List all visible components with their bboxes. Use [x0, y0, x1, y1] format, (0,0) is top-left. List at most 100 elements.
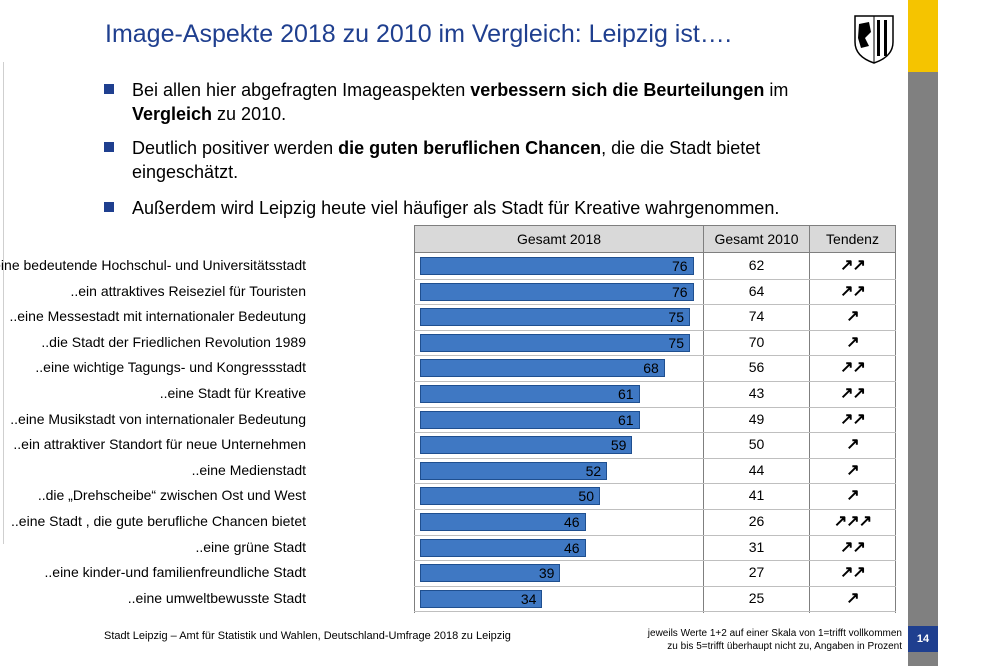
table-row: ..eine bedeutende Hochschul- und Univers… — [0, 254, 900, 279]
bar-value-label: 61 — [618, 411, 634, 428]
column-header-gesamt-2010: Gesamt 2010 — [703, 225, 810, 253]
trend-arrow-icon: ↗↗↗ — [833, 513, 872, 530]
table-row: ..eine Musikstadt von internationaler Be… — [0, 408, 900, 433]
category-label: ..eine wichtige Tagungs- und Kongresssta… — [35, 359, 306, 376]
row-divider — [414, 406, 896, 408]
bar-2018 — [420, 385, 640, 403]
row-divider — [414, 560, 896, 562]
bar-2018 — [420, 308, 690, 327]
category-label: ..eine Stadt , die gute berufliche Chanc… — [11, 513, 306, 529]
bar-value-label: 46 — [564, 514, 580, 530]
row-divider — [414, 534, 896, 536]
value-2010: 43 — [748, 385, 765, 401]
category-label: ..ein attraktiver Standort für neue Unte… — [13, 436, 306, 453]
bar-2018 — [420, 589, 543, 608]
bullet-3: Außerdem wird Leipzig heute viel häufige… — [104, 196, 824, 220]
category-label: ..eine Musikstadt von internationaler Be… — [10, 410, 306, 427]
row-divider — [414, 509, 896, 510]
category-label: ..eine Stadt für Kreative — [159, 385, 306, 401]
bar-value-label: 59 — [610, 437, 627, 454]
row-divider — [414, 381, 896, 382]
bar-2018 — [420, 359, 665, 378]
column-header-gesamt-2018: Gesamt 2018 — [414, 225, 704, 253]
left-divider-line — [3, 62, 4, 544]
value-2010: 26 — [748, 513, 765, 529]
bar-value-label: 52 — [585, 462, 602, 479]
row-divider — [414, 457, 896, 459]
bullet-square-icon — [104, 202, 114, 212]
value-2010: 62 — [748, 257, 765, 273]
bar-2018 — [420, 282, 694, 301]
bar-value-label: 75 — [668, 309, 684, 326]
bar-value-label: 39 — [538, 565, 555, 582]
table-row: ..eine umweltbewusste Stadt 34 25 ↗ — [0, 587, 900, 612]
bar-value-label: 61 — [618, 386, 634, 402]
table-row: ..die „Drehscheibe“ zwischen Ost und Wes… — [0, 484, 900, 509]
bar-2018 — [420, 333, 690, 352]
bar-value-label: 76 — [672, 283, 688, 300]
category-label: ..ein attraktives Reiseziel für Touriste… — [70, 282, 306, 299]
column-header-tendenz: Tendenz — [809, 225, 896, 253]
value-2010: 64 — [748, 282, 765, 299]
value-2010: 74 — [748, 308, 765, 325]
table-row: ..eine wichtige Tagungs- und Kongresssta… — [0, 356, 900, 381]
table-row: ..eine Stadt für Kreative 61 43 ↗↗ — [0, 382, 900, 407]
bar-value-label: 46 — [564, 539, 580, 556]
footer-note: jeweils Werte 1+2 auf einer Skala von 1=… — [560, 627, 902, 653]
bar-2018 — [420, 513, 586, 531]
bar-2018 — [420, 461, 608, 480]
accent-bar-gray — [908, 72, 938, 666]
bullet-3-text: Außerdem wird Leipzig heute viel häufige… — [132, 198, 780, 218]
category-label: ..die „Drehscheibe“ zwischen Ost und Wes… — [37, 487, 306, 504]
footer-note-line-1: jeweils Werte 1+2 auf einer Skala von 1=… — [647, 628, 902, 639]
row-divider — [414, 585, 896, 587]
page-title: Image-Aspekte 2018 zu 2010 im Vergleich:… — [105, 20, 732, 48]
bullet-square-icon — [104, 84, 114, 94]
table-row: ..eine grüne Stadt 46 31 ↗↗ — [0, 536, 900, 561]
bullet-2-text: Deutlich positiver werden die guten beru… — [132, 138, 761, 182]
value-2010: 27 — [748, 564, 765, 581]
category-label: ..eine Medienstadt — [191, 461, 306, 478]
bar-2018 — [420, 564, 561, 583]
bar-2018 — [420, 538, 586, 557]
footer-source: Stadt Leipzig – Amt für Statistik und Wa… — [104, 630, 511, 642]
value-2010: 25 — [748, 589, 765, 606]
bar-value-label: 34 — [520, 590, 537, 607]
trend-arrow-icon: ↗ — [846, 436, 859, 454]
row-divider — [414, 483, 896, 485]
leipzig-coat-of-arms-icon — [854, 15, 894, 64]
table-row: ..ein attraktiver Standort für neue Unte… — [0, 433, 900, 458]
row-divider — [414, 432, 896, 434]
page-number: 14 — [908, 626, 938, 652]
value-2010: 31 — [748, 538, 765, 555]
bar-2018 — [420, 257, 694, 275]
category-label: ..eine bedeutende Hochschul- und Univers… — [0, 257, 306, 273]
trend-arrow-icon: ↗ — [846, 461, 859, 479]
bar-2018 — [420, 487, 600, 506]
row-divider — [414, 611, 896, 613]
table-row: ..eine Messestadt mit internationaler Be… — [0, 305, 900, 330]
bullet-1: Bei allen hier abgefragten Imageaspekten… — [104, 78, 824, 126]
footer-note-line-2: zu bis 5=trifft überhaupt nicht zu, Anga… — [667, 641, 902, 652]
row-divider — [414, 329, 896, 331]
bar-value-label: 76 — [672, 258, 688, 274]
table-row: ..ein attraktives Reiseziel für Touriste… — [0, 280, 900, 305]
category-label: ..eine kinder-und familienfreundliche St… — [44, 564, 307, 581]
trend-arrow-icon: ↗ — [846, 308, 859, 326]
category-label: ..eine Messestadt mit internationaler Be… — [9, 308, 306, 325]
bar-value-label: 50 — [578, 488, 594, 505]
value-2010: 70 — [748, 333, 765, 350]
accent-bar-yellow — [908, 0, 938, 72]
value-2010: 56 — [748, 359, 765, 376]
trend-arrow-icon: ↗↗ — [840, 385, 866, 402]
trend-arrow-icon: ↗↗ — [840, 538, 866, 556]
row-divider — [414, 355, 896, 357]
table-row: ..eine Medienstadt 52 44 ↗ — [0, 459, 900, 484]
trend-arrow-icon: ↗↗ — [840, 257, 866, 274]
trend-arrow-icon: ↗↗ — [840, 564, 866, 582]
value-2010: 44 — [748, 461, 765, 478]
trend-arrow-icon: ↗↗ — [840, 410, 866, 428]
bar-2018 — [420, 410, 640, 429]
table-row: ..eine Stadt , die gute berufliche Chanc… — [0, 510, 900, 535]
bullet-2: Deutlich positiver werden die guten beru… — [104, 136, 824, 184]
